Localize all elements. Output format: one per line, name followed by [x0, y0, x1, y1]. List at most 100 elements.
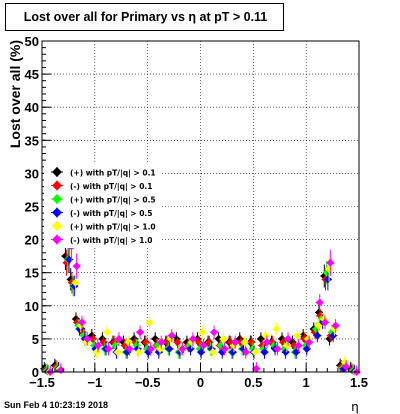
x-tick-label: 1.5 — [350, 375, 368, 390]
x-axis-label: η — [351, 399, 358, 414]
data-point — [219, 334, 228, 343]
legend-marker — [52, 167, 62, 177]
y-tick-label: 45 — [25, 67, 39, 82]
data-point — [77, 318, 86, 327]
data-point — [157, 338, 166, 347]
axis-tick-labels: −1.5 −1 −0.5 0 0.5 1 1.5 0 5 10 15 20 25 30 35 40 45 50 — [25, 34, 369, 390]
legend-entry-label: (-) with pT/|q| > 1.0 — [70, 236, 152, 246]
data-point — [323, 275, 332, 284]
data-point — [134, 348, 143, 357]
data-point — [89, 334, 98, 343]
data-point — [247, 338, 256, 347]
data-point — [178, 344, 187, 353]
data-point — [198, 328, 207, 337]
data-point — [71, 278, 80, 287]
y-axis-label: Lost over all (%) — [7, 40, 23, 148]
data-point — [199, 341, 208, 350]
data-point — [284, 334, 293, 343]
legend: (+) with pT/|q| > 0.1 (-) with pT/|q| > 0… — [44, 164, 161, 248]
data-point — [241, 348, 250, 357]
data-point — [251, 348, 260, 357]
data-point — [167, 331, 176, 340]
y-tick-label: 5 — [32, 332, 39, 347]
x-tick-label: 0 — [197, 375, 204, 390]
data-point — [146, 344, 155, 353]
data-point — [186, 344, 195, 353]
y-tick-label: 25 — [25, 200, 39, 215]
data-point — [282, 341, 291, 350]
data-point — [273, 344, 282, 353]
data-point — [313, 331, 322, 340]
data-point — [93, 341, 102, 350]
data-point — [124, 338, 133, 347]
legend-marker — [52, 207, 62, 218]
data-point — [321, 318, 330, 327]
data-point — [114, 334, 123, 343]
legend-entry-label: (+) with pT/|q| > 1.0 — [70, 223, 156, 233]
legend-marker — [52, 180, 62, 191]
data-point — [165, 344, 174, 353]
data-point — [145, 318, 154, 327]
y-tick-label: 35 — [25, 133, 39, 148]
legend-entry-label: (+) with pT/|q| > 0.1 — [70, 169, 156, 179]
data-point — [329, 331, 338, 340]
x-tick-label: −1 — [87, 375, 102, 390]
data-markers — [40, 223, 361, 376]
data-point — [281, 348, 290, 357]
data-point — [188, 334, 197, 343]
data-point — [326, 258, 335, 267]
x-tick-label: −1.5 — [29, 375, 55, 390]
data-point — [104, 344, 113, 353]
legend-marker — [52, 194, 62, 204]
legend-entry-label: (-) with pT/|q| > 0.1 — [70, 182, 152, 192]
data-point — [240, 338, 249, 347]
data-point — [220, 344, 229, 353]
data-point — [231, 338, 240, 347]
data-point — [272, 324, 281, 333]
data-point — [125, 344, 134, 353]
data-point — [325, 265, 334, 274]
data-point — [262, 338, 271, 347]
chart-title-box: Lost over all for Primary vs η at pT > 0… — [5, 3, 284, 31]
data-point — [314, 321, 323, 330]
data-point — [136, 328, 145, 337]
legend-background — [44, 164, 161, 248]
data-point — [260, 348, 269, 357]
y-tick-label: 20 — [25, 233, 39, 248]
data-point — [72, 262, 81, 271]
data-point — [331, 321, 340, 330]
x-tick-label: −0.5 — [135, 375, 161, 390]
data-point — [294, 341, 303, 350]
data-point — [315, 298, 324, 307]
y-tick-label: 40 — [25, 100, 39, 115]
legend-entry-label: (+) with pT/|q| > 0.5 — [70, 196, 156, 206]
data-point — [65, 255, 74, 264]
x-tick-label: 1 — [303, 375, 310, 390]
data-point — [120, 341, 129, 350]
data-point — [210, 328, 219, 337]
data-point — [305, 338, 314, 347]
data-point — [194, 338, 203, 347]
y-tick-label: 10 — [25, 299, 39, 314]
data-point — [156, 344, 165, 353]
y-tick-label: 50 — [25, 34, 39, 49]
legend-marker — [52, 234, 62, 245]
data-point — [113, 348, 122, 357]
y-tick-label: 0 — [32, 365, 39, 380]
data-point — [92, 348, 101, 357]
data-point — [252, 364, 261, 373]
data-point — [141, 338, 150, 347]
data-point — [103, 328, 112, 337]
data-point — [228, 348, 237, 357]
legend-marker — [52, 221, 62, 231]
chart-title: Lost over all for Primary vs η at pT > 0… — [23, 10, 268, 24]
footer-timestamp: Sun Feb 4 10:23:19 2018 — [4, 400, 109, 410]
data-point — [293, 331, 302, 340]
data-point — [261, 331, 270, 340]
data-point — [173, 338, 182, 347]
data-point — [83, 334, 92, 343]
data-point — [208, 348, 217, 357]
y-tick-label: 15 — [25, 266, 39, 281]
x-tick-label: 0.5 — [244, 375, 262, 390]
